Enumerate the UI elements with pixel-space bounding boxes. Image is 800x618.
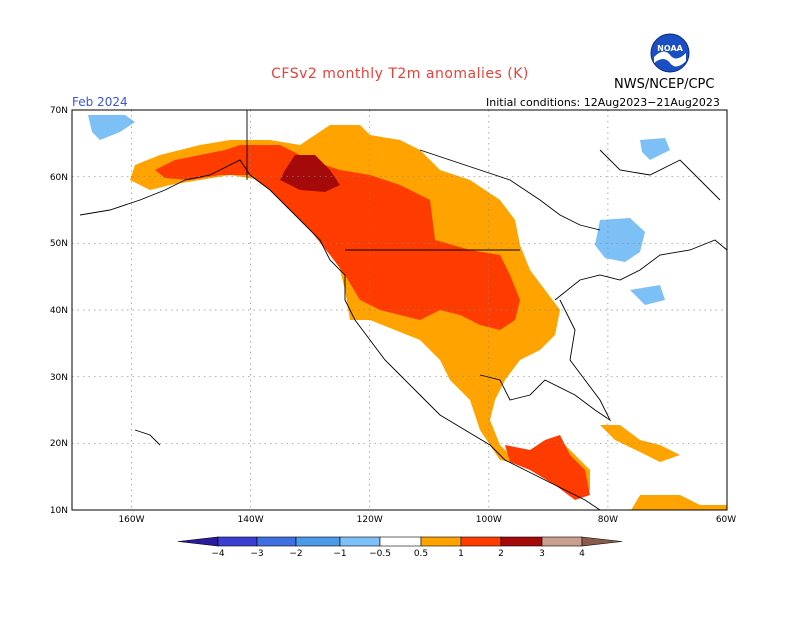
colorbar-label: 4 xyxy=(579,549,585,559)
colorbar-label: 3 xyxy=(539,549,545,559)
colorbar-swatch xyxy=(339,536,381,547)
map-frame xyxy=(71,109,728,511)
colorbar-label: −3 xyxy=(250,549,263,559)
colorbar-swatch xyxy=(256,536,297,547)
colorbar-swatch xyxy=(295,536,341,547)
colorbar-label: −2 xyxy=(289,549,302,559)
initial-conditions-label: Initial conditions: 12Aug2023−21Aug2023 xyxy=(486,96,720,109)
colorbar-swatch xyxy=(460,536,502,547)
colorbar-label: 1 xyxy=(458,549,464,559)
agency-label: NWS/NCEP/CPC xyxy=(614,77,715,92)
valid-month-label: Feb 2024 xyxy=(72,95,128,109)
lon-tick-label: 120W xyxy=(357,515,383,525)
lat-tick-label: 70N xyxy=(50,106,68,116)
colorbar-swatch xyxy=(541,536,583,547)
lon-tick-label: 160W xyxy=(118,515,144,525)
graticule xyxy=(72,110,727,510)
colorbar-label: −4 xyxy=(211,549,225,559)
logo-text: NOAA xyxy=(657,44,683,53)
lat-tick-label: 60N xyxy=(50,173,68,183)
colorbar-swatch xyxy=(420,536,462,547)
lat-axis: 70N 60N 50N 40N 30N 20N 10N xyxy=(50,106,68,516)
lon-tick-label: 60W xyxy=(716,515,736,525)
anomaly-fields xyxy=(88,115,727,510)
colorbar-swatch xyxy=(379,536,422,547)
noaa-logo-icon: NOAA xyxy=(650,33,690,73)
colorbar-label: −1 xyxy=(333,549,346,559)
anomaly-region-red xyxy=(155,145,520,330)
colorbar-label: 0.5 xyxy=(414,549,428,559)
anomaly-region-blue-arctic xyxy=(640,138,670,160)
lon-tick-label: 140W xyxy=(238,515,264,525)
map-title: CFSv2 monthly T2m anomalies (K) xyxy=(271,66,529,82)
colorbar-label: −0.5 xyxy=(369,549,391,559)
anomaly-region-orange xyxy=(130,125,590,490)
coastlines xyxy=(79,110,727,510)
colorbar-swatch xyxy=(500,536,543,547)
anomaly-region-red-mexico xyxy=(505,435,590,500)
lat-tick-label: 30N xyxy=(50,373,68,383)
lat-tick-label: 20N xyxy=(50,439,68,449)
anomaly-region-blue-alaska xyxy=(88,115,135,140)
colorbar-swatch xyxy=(581,536,623,547)
colorbar xyxy=(177,536,623,547)
lat-tick-label: 40N xyxy=(50,306,68,316)
anomaly-region-blue-quebec xyxy=(595,218,645,262)
colorbar-label: 2 xyxy=(498,549,504,559)
colorbar-labels: −4 −3 −2 −1 −0.5 0.5 1 2 3 4 xyxy=(211,549,585,559)
anomaly-region-blue-ne xyxy=(630,285,665,305)
lon-tick-label: 100W xyxy=(476,515,502,525)
colorbar-swatch xyxy=(177,536,219,547)
lat-tick-label: 50N xyxy=(50,239,68,249)
anomaly-region-orange-sa xyxy=(631,495,727,510)
anomaly-region-darkred xyxy=(280,155,340,192)
lon-axis: 160W 140W 120W 100W 80W 60W xyxy=(118,515,736,525)
colorbar-swatch xyxy=(217,536,258,547)
lat-tick-label: 10N xyxy=(50,506,68,516)
lon-tick-label: 80W xyxy=(598,515,618,525)
